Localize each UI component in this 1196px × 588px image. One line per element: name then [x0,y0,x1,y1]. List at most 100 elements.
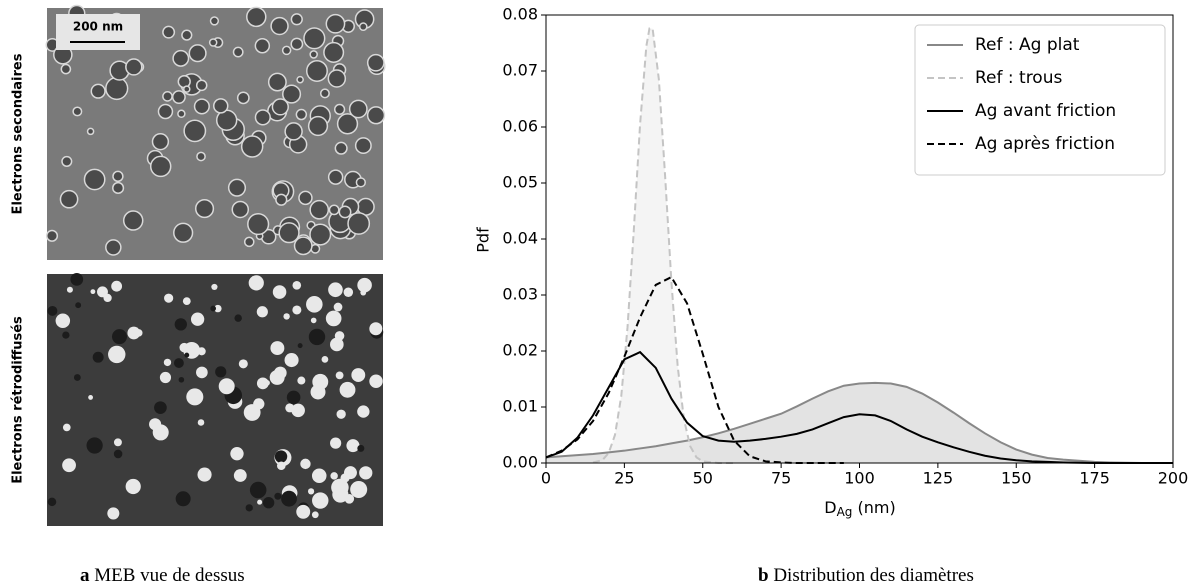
particle [311,468,327,484]
particle [182,85,191,93]
particle [290,37,304,51]
particle [194,198,215,219]
legend-label: Ref : trous [975,68,1062,88]
particle [232,46,244,58]
particle [112,181,125,195]
particle [311,511,319,519]
particle [182,297,191,306]
particle [333,302,343,312]
particle [282,84,302,104]
caption: b Distribution des diamètres [758,565,974,586]
particle [274,366,287,380]
particle [284,353,299,368]
particle [61,155,73,167]
particle [270,341,285,356]
particle [66,286,73,293]
particle [122,210,144,231]
particle [330,437,342,449]
particle [330,337,344,352]
particle [125,478,141,495]
scale-bar-box [56,14,140,50]
particle [243,236,255,248]
x-label-main: D [824,498,836,517]
particle [290,13,303,26]
sem-particles [47,273,384,520]
particle [218,378,235,395]
particle [295,108,308,121]
particle [72,106,83,117]
particle [113,438,122,447]
particle [292,305,302,315]
image-label: Electrons secondaires [11,53,26,214]
particle [227,178,247,197]
particle [360,289,367,296]
particle [238,359,248,369]
particle [92,351,104,363]
particle [73,374,81,381]
particle [177,109,186,119]
particle [298,190,313,206]
x-tick-label: 175 [1079,469,1110,488]
x-axis-label: DAg (nm) [824,498,895,519]
particle [178,376,185,383]
particle [90,289,96,295]
particle [369,374,383,388]
particle [172,49,190,67]
particle [105,76,129,101]
particle [351,368,366,382]
particle [162,91,173,102]
caption-text: Distribution des diamètres [773,565,974,586]
particle [297,343,303,349]
particle [293,236,313,256]
y-tick-label: 0.03 [502,285,538,304]
particle [105,239,122,256]
x-label-rest: (nm) [852,498,895,517]
particle [270,16,289,36]
particle [125,58,143,76]
y-tick-label: 0.01 [502,397,538,416]
particle [45,229,59,242]
particle [175,491,191,507]
particle [186,388,204,406]
particle [111,280,123,292]
particle [209,16,220,26]
particle [358,22,368,32]
particle [291,403,305,418]
particle [183,119,207,143]
particle [306,296,323,313]
particle [296,504,311,519]
particle [343,287,354,298]
particle [151,132,170,151]
particle [339,381,356,398]
caption-letter: b [758,565,769,586]
particle [215,366,227,378]
y-tick-label: 0.05 [502,173,538,192]
particle [336,113,359,135]
particle [350,480,368,499]
particle [297,376,306,385]
particle [334,141,348,155]
particle [340,473,350,483]
particle [171,90,186,104]
y-tick-label: 0.06 [502,117,538,136]
x-tick-label: 100 [844,469,875,488]
particle [163,358,172,367]
particle [319,88,330,99]
particle [325,13,346,34]
particle [303,27,326,50]
particle [274,492,282,500]
particle [328,204,340,216]
particle [184,352,190,358]
particle [55,313,71,329]
particle [108,345,126,364]
particle [196,151,206,162]
particle [325,310,342,327]
particle [247,212,270,236]
particle [357,405,370,418]
particle [249,481,267,499]
particle [197,467,212,482]
particle [193,98,210,115]
particle [254,109,271,126]
particle [234,314,242,322]
